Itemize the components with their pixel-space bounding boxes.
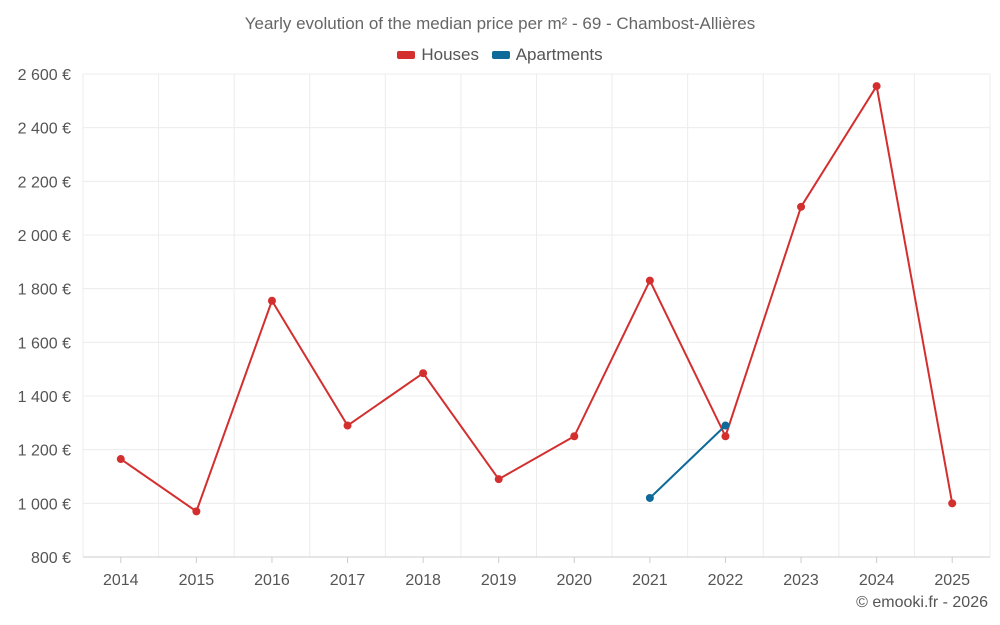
y-tick-label: 2 400 €: [18, 121, 71, 138]
data-point-houses-2023: [797, 202, 806, 211]
x-tick-label: 2016: [254, 572, 290, 589]
x-tick-label: 2024: [859, 572, 895, 589]
x-tick-label: 2019: [481, 572, 517, 589]
x-tick-label: 2023: [783, 572, 819, 589]
x-tick-label: 2025: [934, 572, 970, 589]
chart-title: Yearly evolution of the median price per…: [244, 14, 756, 33]
data-point-houses-2019: [494, 475, 503, 484]
data-point-houses-2014: [116, 455, 125, 464]
data-point-houses-2017: [343, 421, 352, 430]
x-tick-label: 2018: [405, 572, 441, 589]
series-line-apartments: [649, 424, 727, 499]
data-point-apartments-2021: [645, 493, 654, 502]
data-point-houses-2020: [570, 432, 579, 441]
data-point-houses-2016: [267, 296, 276, 305]
data-point-houses-2018: [419, 369, 428, 378]
footer-credit: © emooki.fr - 2026: [856, 594, 988, 611]
legend-item-apartments[interactable]: Apartments: [491, 45, 603, 65]
data-point-apartments-2022: [721, 421, 730, 430]
x-tick-label: 2015: [179, 572, 215, 589]
x-tick-label: 2017: [330, 572, 366, 589]
data-point-houses-2025: [948, 499, 957, 508]
x-tick-label: 2020: [556, 572, 592, 589]
y-tick-label: 2 200 €: [18, 174, 71, 191]
y-tick-label: 1 200 €: [18, 443, 71, 460]
series-line-houses: [120, 85, 954, 513]
legend-label-apartments: Apartments: [515, 45, 603, 64]
legend-swatch-houses: [397, 51, 416, 59]
data-point-houses-2021: [645, 276, 654, 285]
x-tick-label: 2021: [632, 572, 668, 589]
legend-swatch-apartments: [491, 51, 510, 59]
legend-label-houses: Houses: [421, 45, 479, 64]
x-tick-label: 2022: [708, 572, 744, 589]
data-point-houses-2015: [192, 507, 201, 516]
y-tick-label: 1 600 €: [18, 335, 71, 352]
y-tick-label: 1 400 €: [18, 389, 71, 406]
y-tick-label: 1 000 €: [18, 496, 71, 513]
x-tick-label: 2014: [103, 572, 139, 589]
y-tick-label: 800 €: [31, 550, 71, 567]
legend: Houses Apartments: [0, 44, 1000, 65]
y-tick-label: 1 800 €: [18, 282, 71, 299]
data-point-houses-2024: [872, 82, 881, 91]
data-point-houses-2022: [721, 432, 730, 441]
y-tick-label: 2 000 €: [18, 228, 71, 245]
y-tick-label: 2 600 €: [18, 67, 71, 84]
legend-item-houses[interactable]: Houses: [397, 45, 479, 65]
